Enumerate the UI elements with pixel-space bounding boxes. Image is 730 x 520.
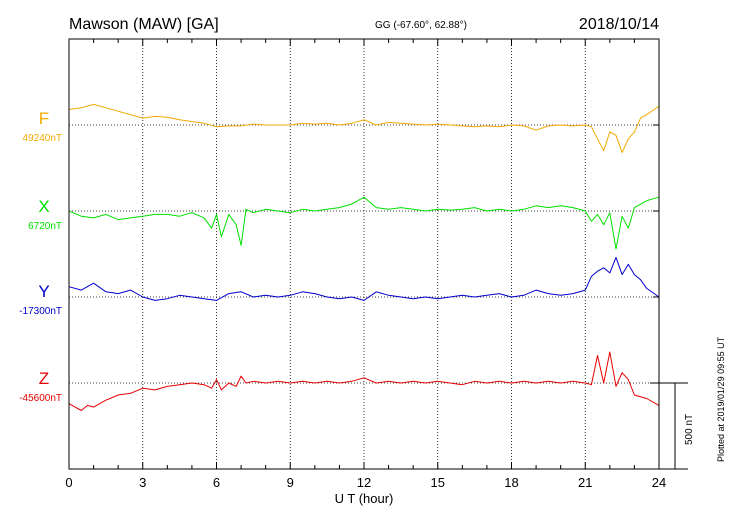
series-lines [68,103,660,411]
series-baseline-f: 49240nT [23,133,62,144]
x-tick-label: 12 [357,475,371,490]
scale-bar: 500 nT [650,382,695,470]
x-tick-label: 9 [287,475,294,490]
x-tick-label: 0 [65,475,72,490]
x-tick-label: 24 [652,475,666,490]
x-tick-label: 3 [139,475,146,490]
grid-lines [69,39,659,469]
series-line-y [68,256,660,301]
series-line-x [68,196,660,250]
series-name-f: F [39,109,49,128]
scale-bar-label: 500 nT [684,414,695,445]
x-tick-label: 21 [578,475,592,490]
x-axis: 0 3 6 9 12 15 18 21 24 [65,39,666,490]
x-tick-label: 6 [213,475,220,490]
series-name-z: Z [39,369,49,388]
plotted-note: Plotted at 2019/01/29 09:55 UT [716,336,726,462]
x-axis-label: U T (hour) [335,491,394,506]
series-baseline-z: -45600nT [19,393,62,404]
series-line-f [68,103,660,153]
x-tick-label: 15 [431,475,445,490]
station-coords: GG (-67.60°, 62.88°) [375,20,467,31]
chart-date: 2018/10/14 [579,16,659,33]
x-tick-label: 18 [504,475,518,490]
series-line-z [68,351,660,411]
series-labels: F 49240nT X 6720nT Y -17300nT Z -45600nT [19,109,62,404]
plot-frame [68,38,660,470]
series-baseline-y: -17300nT [19,306,62,317]
station-title: Mawson (MAW) [GA] [69,16,219,33]
series-baseline-x: 6720nT [28,221,62,232]
series-name-x: X [38,197,49,216]
series-name-y: Y [38,282,49,301]
